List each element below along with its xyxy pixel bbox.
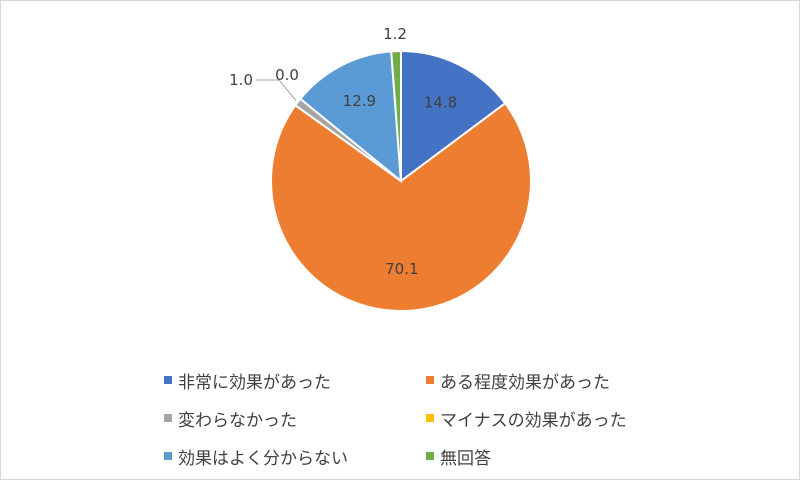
data-label-negative-effect: 0.0 [275, 66, 299, 84]
legend-label: ある程度効果があった [440, 372, 610, 393]
pie-slice-very-effective [400, 49, 507, 183]
legend-item-no-answer: 無回答 [426, 444, 684, 469]
legend-label: 無回答 [440, 448, 491, 469]
data-label-somewhat-effective: 70.1 [385, 260, 418, 278]
data-label-no-answer: 1.2 [383, 25, 407, 43]
legend-label: 変わらなかった [178, 410, 297, 431]
legend-swatch [164, 376, 172, 384]
legend-swatch [426, 376, 434, 384]
legend-swatch [164, 452, 172, 460]
legend-swatch [164, 414, 172, 422]
pie-slice-no-answer [390, 49, 402, 182]
legend: 非常に効果があった ある程度効果があった 変わらなかった マイナスの効果があった… [164, 361, 684, 475]
pie-slice-unknown [298, 50, 403, 184]
legend-item-very-effective: 非常に効果があった [164, 368, 426, 393]
legend-row: 効果はよく分からない 無回答 [164, 437, 684, 475]
leader-line-no-change [256, 79, 297, 102]
legend-label: 非常に効果があった [178, 372, 331, 393]
pie-slice-somewhat-effective [270, 101, 532, 312]
legend-item-somewhat-effective: ある程度効果があった [426, 368, 684, 393]
data-label-unknown: 12.9 [343, 92, 376, 110]
data-label-no-change: 1.0 [229, 71, 253, 89]
legend-row: 変わらなかった マイナスの効果があった [164, 399, 684, 437]
legend-swatch [426, 452, 434, 460]
legend-row: 非常に効果があった ある程度効果があった [164, 361, 684, 399]
legend-item-unknown: 効果はよく分からない [164, 444, 426, 469]
legend-swatch [426, 414, 434, 422]
legend-item-negative-effect: マイナスの効果があった [426, 406, 684, 431]
legend-label: マイナスの効果があった [440, 410, 627, 431]
legend-item-no-change: 変わらなかった [164, 406, 426, 431]
data-label-very-effective: 14.8 [424, 93, 457, 111]
legend-label: 効果はよく分からない [178, 448, 348, 469]
